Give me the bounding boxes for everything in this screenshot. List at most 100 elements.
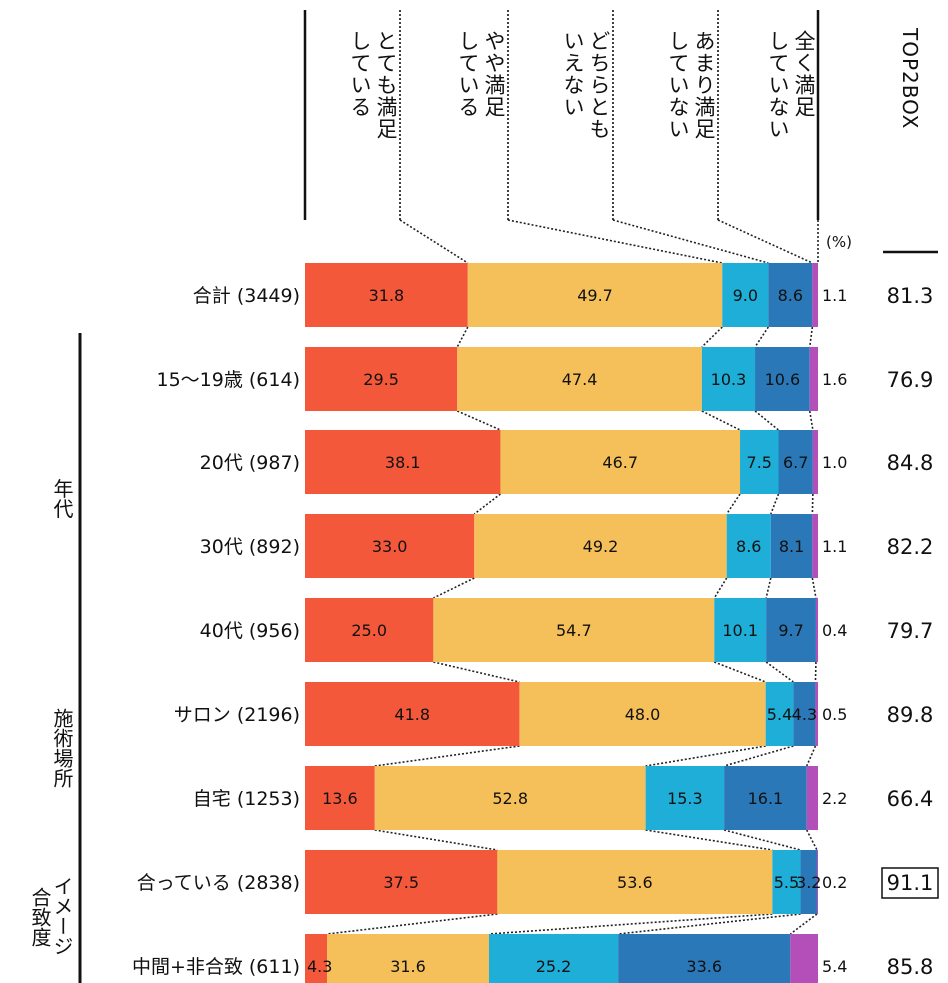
connector-line bbox=[812, 494, 813, 514]
row-label: 20代 (987) bbox=[200, 452, 300, 474]
connector-line bbox=[807, 746, 816, 766]
bar-value-label-r3-s2: 8.6 bbox=[736, 537, 761, 556]
bar-value-label-r4-s4: 0.4 bbox=[822, 621, 847, 640]
bar-value-label-r5-s2: 5.4 bbox=[767, 705, 792, 724]
group-label-2: イメージ bbox=[50, 876, 74, 956]
connector-line bbox=[457, 327, 468, 347]
connector-line bbox=[766, 662, 793, 682]
bar-value-label-r6-s1: 52.8 bbox=[492, 789, 528, 808]
bar-value-label-r0-s3: 8.6 bbox=[778, 286, 803, 305]
top2box-value: 91.1 bbox=[887, 871, 934, 895]
bar-value-label-r6-s0: 13.6 bbox=[322, 789, 358, 808]
bar-segment-r1-s4 bbox=[810, 347, 818, 411]
bar-value-label-r2-s1: 46.7 bbox=[602, 453, 638, 472]
bar-value-label-r3-s1: 49.2 bbox=[583, 537, 619, 556]
bars: 31.8 29.5 38.1 33.0 25.0 41.8 13.6 37.5 4.3 49.7 4… bbox=[305, 263, 847, 983]
bar-value-label-r2-s3: 6.7 bbox=[783, 453, 808, 472]
bar-segment-r0-s4 bbox=[812, 263, 818, 327]
column-header-text: している bbox=[348, 30, 372, 118]
group-label-1: 施術場所 bbox=[50, 708, 74, 788]
bar-value-label-r0-s0: 31.8 bbox=[369, 286, 405, 305]
column-header-text: いえない bbox=[561, 30, 585, 118]
connector-line bbox=[790, 914, 817, 934]
connector-line bbox=[718, 220, 812, 263]
connector-line bbox=[807, 830, 817, 850]
bar-value-label-r1-s1: 47.4 bbox=[562, 370, 598, 389]
bar-value-label-r3-s3: 8.1 bbox=[779, 537, 804, 556]
column-header-text: とても満足 bbox=[374, 30, 398, 140]
row-label: 自宅 (1253) bbox=[193, 788, 300, 810]
connector-line bbox=[702, 327, 722, 347]
bar-value-label-r6-s4: 2.2 bbox=[822, 789, 847, 808]
bar-value-label-r0-s4: 1.1 bbox=[822, 286, 847, 305]
bar-value-label-r4-s1: 54.7 bbox=[556, 621, 592, 640]
bar-value-label-r2-s4: 1.0 bbox=[822, 453, 847, 472]
top2box-column: TOP2BOX81.376.984.882.279.789.866.491.18… bbox=[882, 27, 938, 979]
connector-line bbox=[474, 494, 500, 514]
connector-line bbox=[727, 494, 740, 514]
group-label-0: 年代 bbox=[50, 478, 74, 518]
unit-label: (%) bbox=[826, 233, 852, 251]
bar-value-label-r4-s2: 10.1 bbox=[722, 621, 758, 640]
connector-line bbox=[714, 662, 765, 682]
column-header-text: 全く満足 bbox=[792, 30, 816, 118]
bar-value-label-r5-s4: 0.5 bbox=[822, 705, 847, 724]
connector-line bbox=[815, 662, 816, 682]
row-label: 30代 (892) bbox=[200, 536, 300, 558]
bar-value-label-r5-s0: 41.8 bbox=[394, 705, 430, 724]
connector-line bbox=[755, 327, 768, 347]
bar-value-label-r0-s2: 9.0 bbox=[733, 286, 758, 305]
connector-line bbox=[714, 578, 726, 598]
connector-line bbox=[400, 220, 468, 263]
connector-line bbox=[702, 411, 740, 430]
bar-value-label-r7-s1: 53.6 bbox=[617, 873, 653, 892]
row-label: 40代 (956) bbox=[200, 620, 300, 642]
top2box-value: 82.2 bbox=[887, 535, 934, 559]
connector-line bbox=[375, 830, 498, 850]
bar-segment-r3-s4 bbox=[812, 514, 818, 578]
connector-line bbox=[646, 830, 773, 850]
bar-value-label-r1-s2: 10.3 bbox=[711, 370, 747, 389]
bar-value-label-r1-s3: 10.6 bbox=[765, 370, 801, 389]
column-header-text: していない bbox=[766, 30, 790, 140]
connector-line bbox=[771, 494, 779, 514]
connector-line bbox=[613, 220, 768, 263]
connector-line bbox=[766, 578, 771, 598]
bar-value-label-r8-s0: 4.3 bbox=[307, 957, 332, 976]
bar-value-label-r0-s1: 49.7 bbox=[577, 286, 613, 305]
bar-value-label-r5-s3: 4.3 bbox=[792, 705, 817, 724]
top2box-value: 85.8 bbox=[887, 955, 934, 979]
connector-line bbox=[433, 662, 519, 682]
bar-value-label-r6-s3: 16.1 bbox=[748, 789, 784, 808]
connector-line bbox=[375, 746, 520, 766]
group-label-2: 合致度 bbox=[28, 887, 52, 947]
row-label: サロン (2196) bbox=[174, 704, 300, 726]
row-label: 合計 (3449) bbox=[193, 285, 300, 307]
connector-line bbox=[724, 746, 793, 766]
column-header-text: やや満足 bbox=[482, 30, 506, 118]
bar-segment-r2-s4 bbox=[813, 430, 818, 494]
top2box-value: 84.8 bbox=[887, 451, 934, 475]
connector-line bbox=[457, 411, 500, 430]
bar-value-label-r7-s4: 0.2 bbox=[822, 873, 847, 892]
bar-value-label-r4-s3: 9.7 bbox=[778, 621, 803, 640]
bar-value-label-r1-s4: 1.6 bbox=[822, 370, 847, 389]
top2box-value: 81.3 bbox=[887, 284, 934, 308]
connector-line bbox=[810, 411, 813, 430]
bar-segment-r6-s4 bbox=[807, 766, 818, 830]
row-label: 合っている (2838) bbox=[137, 872, 300, 894]
bar-value-label-r2-s2: 7.5 bbox=[747, 453, 772, 472]
connector-line bbox=[433, 578, 474, 598]
bar-segment-r8-s4 bbox=[790, 934, 818, 983]
bar-segment-r4-s4 bbox=[816, 598, 818, 662]
top2box-value: 79.7 bbox=[887, 619, 934, 643]
top2box-value: 76.9 bbox=[887, 368, 934, 392]
bar-value-label-r8-s4: 5.4 bbox=[822, 957, 847, 976]
bar-value-label-r7-s3: 3.2 bbox=[796, 873, 821, 892]
bar-value-label-r4-s0: 25.0 bbox=[351, 621, 387, 640]
bar-value-label-r3-s4: 1.1 bbox=[822, 537, 847, 556]
column-header-text: している bbox=[456, 30, 480, 118]
connector-line bbox=[810, 327, 813, 347]
